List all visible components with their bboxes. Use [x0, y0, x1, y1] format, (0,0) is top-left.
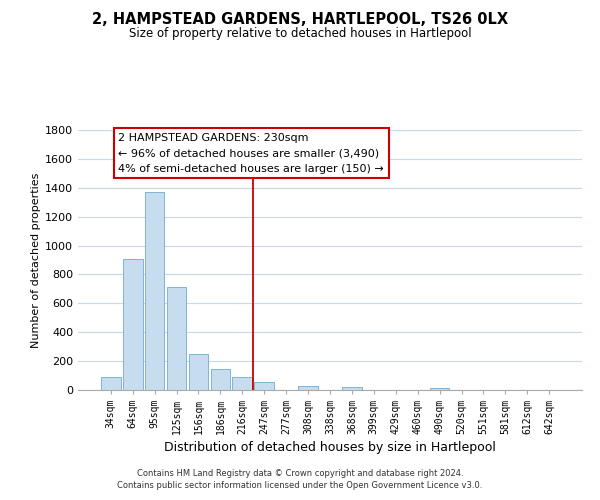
Text: Contains public sector information licensed under the Open Government Licence v3: Contains public sector information licen… — [118, 481, 482, 490]
Bar — [188, 354, 208, 390]
Bar — [145, 192, 164, 390]
Bar — [298, 386, 318, 390]
Bar — [123, 258, 143, 390]
Text: Contains HM Land Registry data © Crown copyright and database right 2024.: Contains HM Land Registry data © Crown c… — [137, 468, 463, 477]
Bar — [430, 388, 449, 390]
Text: Size of property relative to detached houses in Hartlepool: Size of property relative to detached ho… — [128, 28, 472, 40]
Bar — [254, 382, 274, 390]
Bar — [342, 387, 362, 390]
Bar — [211, 369, 230, 390]
Text: 2, HAMPSTEAD GARDENS, HARTLEPOOL, TS26 0LX: 2, HAMPSTEAD GARDENS, HARTLEPOOL, TS26 0… — [92, 12, 508, 28]
Bar — [167, 288, 187, 390]
Bar — [232, 377, 252, 390]
Text: 2 HAMPSTEAD GARDENS: 230sqm
← 96% of detached houses are smaller (3,490)
4% of s: 2 HAMPSTEAD GARDENS: 230sqm ← 96% of det… — [118, 132, 384, 174]
Bar — [101, 377, 121, 390]
X-axis label: Distribution of detached houses by size in Hartlepool: Distribution of detached houses by size … — [164, 441, 496, 454]
Y-axis label: Number of detached properties: Number of detached properties — [31, 172, 41, 348]
